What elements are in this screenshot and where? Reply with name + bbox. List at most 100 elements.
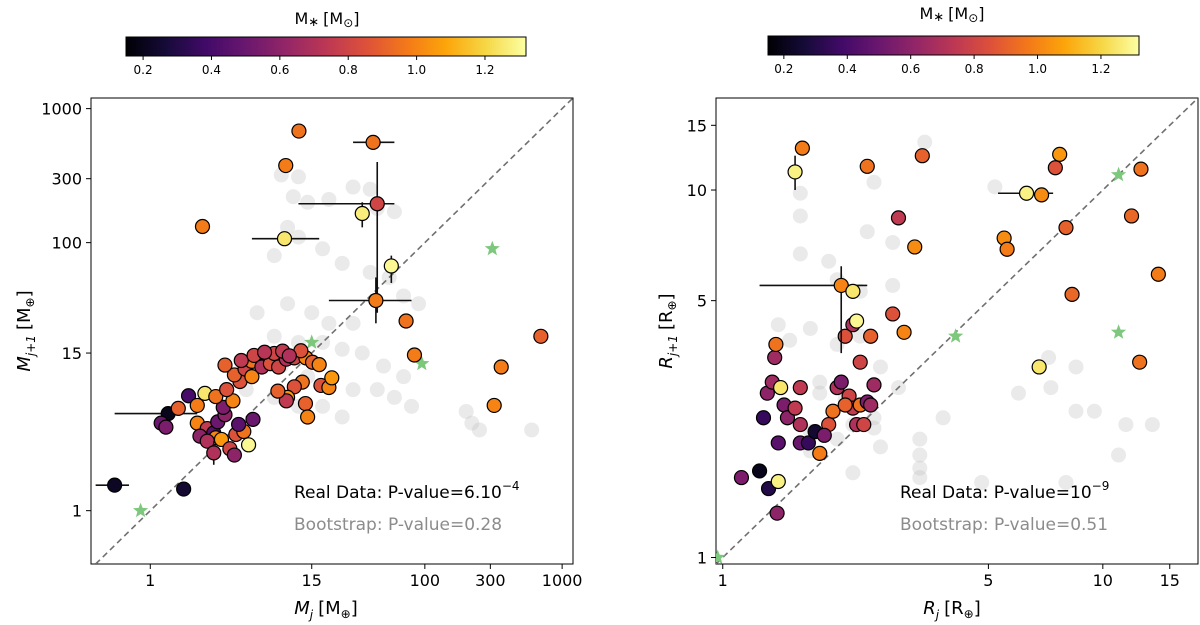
y-tick-label: 1	[697, 548, 707, 567]
planet-pair-point	[1031, 359, 1047, 375]
planet-pair-point	[486, 397, 502, 414]
planet-pair-point	[863, 397, 879, 413]
bootstrap-point	[345, 315, 361, 331]
bootstrap-point	[782, 332, 798, 348]
bootstrap-point	[1068, 403, 1084, 419]
right-colorbar-ticks: 0.2 0.4 0.6 0.8 1.0 1.2	[774, 55, 1110, 76]
bootstrap-point	[872, 359, 888, 375]
left-colorbar-gradient	[125, 36, 527, 57]
bootstrap-point	[912, 447, 928, 463]
planet-marker	[180, 388, 197, 404]
solar-system-star-marker	[484, 240, 500, 256]
bootstrap-point	[524, 422, 540, 438]
colorbar-tick-label: 0.6	[901, 62, 920, 76]
planet-marker	[812, 445, 828, 461]
planet-marker	[856, 416, 872, 433]
x-tick-label: 15	[1160, 571, 1180, 590]
x-tick-label: 1	[145, 571, 155, 590]
planet-marker	[383, 258, 399, 274]
bootstrap-point	[987, 179, 1003, 195]
planet-pair-point	[794, 140, 810, 156]
x-tick-label: 10	[1093, 571, 1113, 590]
planet-marker	[1150, 266, 1166, 282]
bootstrap-point	[362, 181, 378, 197]
bootstrap-point	[411, 296, 427, 312]
planet-marker	[311, 357, 327, 373]
bootstrap-point	[345, 382, 361, 398]
planet-pair-point	[837, 397, 853, 413]
planet-marker	[208, 388, 224, 405]
planet-pair-point	[852, 354, 868, 370]
bootstrap-point	[376, 358, 392, 374]
bootstrap-point	[280, 296, 296, 312]
right-bootstrap-label: Bootstrap: P-value=0.51	[900, 515, 1108, 535]
planet-marker	[297, 395, 314, 412]
planet-marker	[848, 313, 865, 329]
planet-marker	[863, 397, 879, 413]
planet-marker	[816, 427, 832, 443]
bootstrap-point	[1111, 447, 1127, 463]
planet-pair-point	[787, 155, 803, 191]
x-tick-label: 15	[302, 571, 322, 590]
planet-pair-point	[1150, 266, 1166, 282]
planet-pair-point	[95, 477, 130, 493]
bootstrap-point	[300, 194, 316, 210]
planet-marker	[493, 359, 509, 375]
planet-marker	[1064, 286, 1080, 302]
left-bootstrap-label: Bootstrap: P-value=0.28	[294, 515, 502, 535]
y-tick-label: 10	[687, 181, 707, 200]
planet-marker	[240, 437, 257, 453]
bootstrap-point	[362, 264, 378, 280]
y-tick-label: 15	[62, 344, 82, 363]
planet-pair-point	[226, 447, 243, 463]
left-y-axis-label: Mj+1[M⊕]	[14, 290, 38, 371]
bootstrap-point	[471, 422, 487, 438]
planet-pair-point	[354, 202, 370, 228]
bootstrap-point	[821, 253, 837, 269]
left-colorbar-title: M∗ [M⊙]	[294, 9, 359, 30]
bootstrap-point	[912, 431, 928, 447]
bootstrap-point	[792, 185, 808, 201]
bootstrap-point	[321, 191, 337, 207]
planet-marker	[767, 349, 783, 366]
bootstrap-point	[1086, 403, 1102, 419]
planet-marker	[231, 416, 247, 433]
bootstrap-point	[1118, 417, 1134, 433]
planet-pair-point	[733, 469, 750, 486]
planet-pair-point	[493, 359, 509, 375]
colorbar-tick-label: 0.4	[202, 63, 221, 77]
bootstrap-point	[464, 415, 480, 431]
planet-marker	[769, 505, 785, 521]
planet-pair-point	[189, 397, 205, 414]
bootstrap-point	[1043, 380, 1059, 396]
colorbar-tick-label: 1.0	[407, 63, 426, 77]
planet-pair-point	[770, 473, 786, 490]
planet-pair-point	[206, 441, 222, 465]
bootstrap-point	[396, 369, 412, 385]
bootstrap-point	[315, 241, 331, 257]
planet-pair-point	[856, 416, 872, 433]
planet-marker	[270, 383, 286, 399]
planet-marker	[226, 447, 243, 463]
planet-pair-point	[859, 158, 875, 174]
planet-marker	[837, 397, 853, 413]
bootstrap-point	[458, 403, 474, 419]
planet-pair-point	[180, 388, 197, 404]
planet-pair-point	[914, 148, 930, 164]
x-tick-label: 1000	[542, 571, 583, 590]
colorbar-tick-label: 0.8	[339, 63, 358, 77]
left-colorbar-ticks: 0.2 0.4 0.6 0.8 1.0 1.2	[134, 56, 495, 77]
planet-marker	[833, 374, 849, 390]
colorbar-tick-label: 0.2	[134, 63, 153, 77]
planet-marker	[914, 148, 930, 164]
planet-marker	[217, 357, 233, 373]
planet-pair-point	[324, 370, 340, 386]
planet-marker	[194, 218, 211, 235]
left-panel: M∗ [M⊙] 0.2 0.4 0.6 0.8 1.0 1.2 1 15 100 300 10001…	[14, 9, 582, 622]
planet-pair-point	[278, 393, 294, 409]
planet-marker	[219, 382, 235, 398]
planet-pair-point	[297, 395, 314, 412]
y-tick-label: 300	[51, 170, 82, 189]
y-tick-label: 5	[697, 292, 707, 311]
